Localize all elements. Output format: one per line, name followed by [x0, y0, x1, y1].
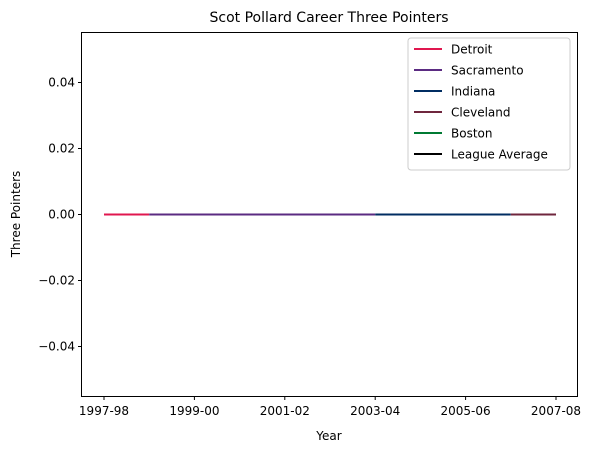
chart-title: Scot Pollard Career Three Pointers: [209, 10, 448, 26]
legend: Detroit Sacramento Indiana Cleveland Boston L…: [407, 37, 571, 171]
y-tick-label: 0.04: [48, 76, 75, 90]
legend-box: [407, 37, 571, 171]
y-axis-label: Three Pointers: [9, 171, 23, 259]
x-axis-label: Year: [315, 429, 341, 443]
x-tick-label: 2001-02: [260, 404, 310, 418]
y-tick-label: −0.04: [38, 340, 75, 354]
y-tick-label: −0.02: [38, 274, 75, 288]
y-tick-label: 0.00: [48, 208, 75, 222]
x-tick-label: 1999-00: [169, 404, 219, 418]
x-tick-label: 2007-08: [531, 404, 581, 418]
x-tick-label: 2003-04: [350, 404, 400, 418]
legend-label: Sacramento: [451, 64, 524, 78]
legend-label: Boston: [451, 127, 492, 141]
legend-label: Cleveland: [451, 106, 511, 120]
y-axis-ticks: −0.04 −0.02 0.00 0.02 0.04: [38, 76, 82, 354]
legend-label: League Average: [451, 148, 548, 162]
y-tick-label: 0.02: [48, 142, 75, 156]
x-tick-label: 2005-06: [441, 404, 491, 418]
x-axis-ticks: 1997-98 1999-00 2001-02 2003-04 2005-06 2007-…: [79, 396, 581, 418]
legend-label: Indiana: [451, 85, 495, 99]
x-tick-label: 1997-98: [79, 404, 129, 418]
legend-label: Detroit: [451, 43, 493, 57]
